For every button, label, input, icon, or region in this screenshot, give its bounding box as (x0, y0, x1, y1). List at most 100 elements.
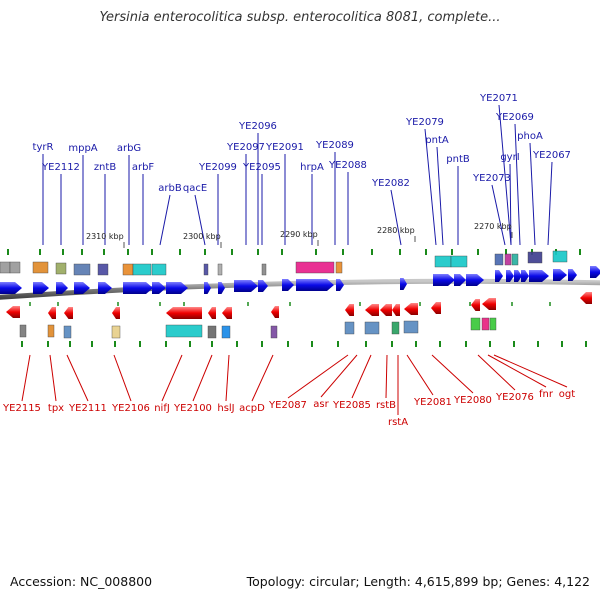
feature-box[interactable] (97, 263, 109, 276)
reverse-gene-arrow[interactable] (345, 304, 354, 316)
feature-box[interactable] (450, 255, 468, 268)
feature-box[interactable] (9, 261, 21, 274)
feature-box[interactable] (207, 325, 217, 339)
feature-box[interactable] (552, 250, 568, 263)
reverse-gene-label[interactable]: hslJ (217, 403, 234, 414)
forward-gene-label[interactable]: zntB (94, 162, 117, 173)
forward-gene-label[interactable]: mppA (68, 143, 97, 154)
feature-box[interactable] (73, 263, 91, 276)
forward-gene-arrow[interactable] (296, 279, 334, 291)
reverse-gene-arrow[interactable] (365, 304, 379, 316)
forward-gene-arrow[interactable] (123, 282, 153, 294)
forward-gene-label[interactable]: tyrR (33, 142, 54, 153)
reverse-gene-label[interactable]: YE2087 (268, 400, 307, 411)
feature-box[interactable] (504, 253, 512, 266)
reverse-gene-label[interactable]: acpD (239, 403, 265, 414)
reverse-gene-label[interactable]: nifJ (154, 403, 170, 414)
feature-box[interactable] (434, 255, 452, 268)
reverse-gene-arrow[interactable] (48, 307, 56, 319)
forward-gene-label[interactable]: hrpA (300, 162, 324, 173)
forward-gene-label[interactable]: YE2096 (238, 121, 277, 132)
forward-gene-label[interactable]: YE2091 (265, 142, 304, 153)
forward-gene-label[interactable]: arbF (132, 162, 155, 173)
forward-gene-label[interactable]: YE2097 (226, 142, 265, 153)
feature-box[interactable] (261, 263, 267, 276)
reverse-gene-label[interactable]: fnr (539, 389, 554, 400)
reverse-gene-label[interactable]: YE2106 (111, 403, 150, 414)
feature-box[interactable] (489, 317, 497, 331)
feature-box[interactable] (0, 261, 11, 274)
forward-gene-arrow[interactable] (0, 282, 22, 294)
forward-gene-arrow[interactable] (74, 282, 90, 294)
feature-box[interactable] (32, 261, 49, 274)
forward-gene-label[interactable]: YE2067 (532, 150, 571, 161)
reverse-gene-arrow[interactable] (166, 307, 202, 319)
forward-gene-arrow[interactable] (33, 282, 49, 294)
feature-box[interactable] (63, 325, 72, 339)
forward-gene-label[interactable]: YE2112 (41, 162, 80, 173)
forward-gene-label[interactable]: YE2099 (198, 162, 237, 173)
reverse-gene-arrow[interactable] (6, 306, 20, 318)
reverse-gene-arrow[interactable] (112, 307, 120, 319)
forward-gene-label[interactable]: pntB (446, 154, 470, 165)
forward-gene-arrow[interactable] (336, 279, 344, 291)
forward-gene-label[interactable]: qacE (183, 183, 207, 194)
forward-gene-label[interactable]: YE2082 (371, 178, 410, 189)
feature-box[interactable] (270, 325, 278, 339)
feature-box[interactable] (203, 263, 209, 276)
forward-gene-arrow[interactable] (590, 266, 600, 278)
feature-box[interactable] (335, 261, 343, 274)
forward-gene-arrow[interactable] (454, 274, 466, 286)
reverse-gene-label[interactable]: tpx (48, 403, 64, 414)
reverse-gene-label[interactable]: ogt (559, 389, 575, 400)
reverse-gene-label[interactable]: rstB (376, 400, 396, 411)
feature-box[interactable] (55, 262, 67, 275)
reverse-gene-arrow[interactable] (222, 307, 232, 319)
reverse-gene-label[interactable]: YE2111 (68, 403, 107, 414)
reverse-gene-arrow[interactable] (271, 306, 279, 318)
forward-gene-label[interactable]: YE2069 (495, 112, 534, 123)
reverse-gene-arrow[interactable] (471, 299, 480, 311)
reverse-gene-label[interactable]: YE2085 (332, 400, 371, 411)
feature-box[interactable] (111, 325, 121, 339)
feature-box[interactable] (122, 263, 134, 276)
feature-box[interactable] (165, 324, 203, 338)
feature-box[interactable] (527, 251, 543, 264)
forward-gene-arrow[interactable] (218, 282, 225, 294)
reverse-gene-arrow[interactable] (380, 304, 392, 316)
forward-gene-arrow[interactable] (98, 282, 112, 294)
feature-box[interactable] (481, 317, 490, 331)
forward-gene-label[interactable]: gyrI (500, 152, 519, 163)
reverse-gene-label[interactable]: YE2076 (495, 392, 534, 403)
reverse-gene-label[interactable]: rstA (388, 417, 408, 428)
reverse-gene-arrow[interactable] (431, 302, 441, 314)
reverse-gene-label[interactable]: YE2100 (173, 403, 212, 414)
forward-gene-arrow[interactable] (204, 282, 211, 294)
feature-box[interactable] (470, 317, 481, 331)
forward-gene-label[interactable]: arbG (117, 143, 141, 154)
reverse-gene-arrow[interactable] (208, 307, 216, 319)
feature-box[interactable] (511, 253, 519, 266)
forward-gene-arrow[interactable] (282, 279, 294, 291)
forward-gene-label[interactable]: YE2095 (242, 162, 281, 173)
forward-gene-arrow[interactable] (152, 282, 166, 294)
feature-box[interactable] (364, 321, 380, 335)
reverse-gene-label[interactable]: YE2080 (453, 395, 492, 406)
reverse-gene-arrow[interactable] (64, 307, 73, 319)
forward-gene-arrow[interactable] (553, 269, 567, 281)
forward-gene-arrow[interactable] (466, 274, 484, 286)
reverse-gene-arrow[interactable] (580, 292, 592, 304)
feature-box[interactable] (391, 321, 400, 335)
feature-box[interactable] (151, 263, 167, 276)
forward-gene-label[interactable]: pntA (425, 135, 449, 146)
reverse-gene-label[interactable]: YE2115 (2, 403, 41, 414)
reverse-gene-label[interactable]: asr (313, 399, 329, 410)
forward-gene-label[interactable]: phoA (517, 131, 543, 142)
forward-gene-label[interactable]: YE2073 (472, 173, 511, 184)
forward-gene-label[interactable]: arbB (158, 183, 182, 194)
forward-gene-label[interactable]: YE2071 (479, 93, 518, 104)
forward-gene-label[interactable]: YE2088 (328, 160, 367, 171)
forward-gene-arrow[interactable] (258, 280, 268, 292)
feature-box[interactable] (494, 253, 504, 266)
feature-box[interactable] (132, 263, 152, 276)
